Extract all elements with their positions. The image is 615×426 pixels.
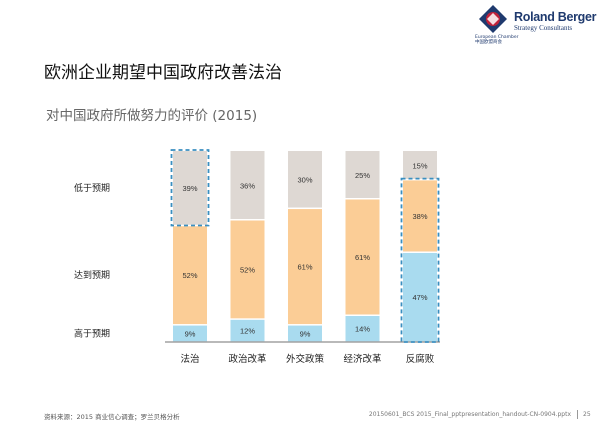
data-label: 12% [240, 327, 255, 336]
bar-segment [345, 199, 380, 315]
data-label: 36% [240, 181, 255, 190]
bar-segment [288, 209, 322, 325]
data-label: 47% [412, 293, 427, 302]
x-tick-label: 外交政策 [286, 353, 325, 365]
data-label: 15% [412, 161, 427, 170]
bar-segment [173, 325, 207, 342]
series-label: 低于预期 [74, 182, 110, 194]
x-tick-label: 政治改革 [228, 353, 267, 365]
logo-chamber-name: European Chamber [475, 35, 519, 40]
logo-chamber: European Chamber 中国欧盟商会 [475, 35, 518, 45]
bar-segment [345, 316, 380, 342]
highlight-box [400, 177, 440, 343]
bar-segment [230, 151, 265, 220]
bar-segment [403, 151, 437, 179]
bar-segment [288, 325, 322, 342]
data-label: 61% [355, 253, 370, 262]
series-label: 达到预期 [74, 269, 110, 281]
bar-segment [345, 151, 380, 198]
logo-chamber-sub: 中国欧盟商会 [475, 40, 502, 45]
bar-segment [230, 319, 265, 342]
page-title: 欧洲企业期望中国政府改善法治 [44, 63, 282, 83]
x-tick-label: 法治 [180, 353, 199, 365]
file-name: 20150601_BCS 2015_Final_pptpresentation_… [368, 411, 571, 418]
x-tick-label: 反腐败 [406, 353, 435, 365]
bar-segment [173, 226, 207, 325]
source-note: 资料来源：2015 商业信心调查；罗兰贝格分析 [44, 413, 180, 421]
series-label: 高于预期 [74, 327, 110, 339]
data-label: 14% [355, 325, 370, 334]
data-label: 38% [412, 212, 427, 221]
data-label: 52% [182, 271, 197, 280]
x-tick-label: 经济改革 [343, 353, 382, 365]
data-label: 39% [182, 184, 197, 193]
bar-segment [173, 151, 207, 225]
data-label: 9% [300, 329, 311, 338]
logo-name: Roland Berger [514, 10, 597, 24]
stacked-bar-chart: 9% 52% 39% 法治 12% 52% 36% 政治改革 9% 61% 30% 外交政策 14% 61… [74, 149, 440, 365]
data-label: 30% [297, 176, 312, 185]
data-label: 61% [297, 263, 312, 272]
footer-divider [577, 410, 578, 419]
page-number: 25 [583, 411, 591, 418]
data-label: 52% [240, 265, 255, 274]
bar-segment [230, 220, 265, 319]
data-label: 25% [355, 171, 370, 180]
logo-tagline: Strategy Consultants [514, 24, 573, 32]
company-logo: Roland Berger Strategy Consultants Europ… [474, 2, 612, 46]
bar-segment [403, 180, 437, 252]
logo-emblem-icon [479, 5, 507, 33]
bar-segment [403, 252, 437, 342]
bar-segment [288, 151, 322, 208]
data-label: 9% [185, 329, 196, 338]
chart-subtitle: 对中国政府所做努力的评价 (2015) [46, 108, 258, 124]
